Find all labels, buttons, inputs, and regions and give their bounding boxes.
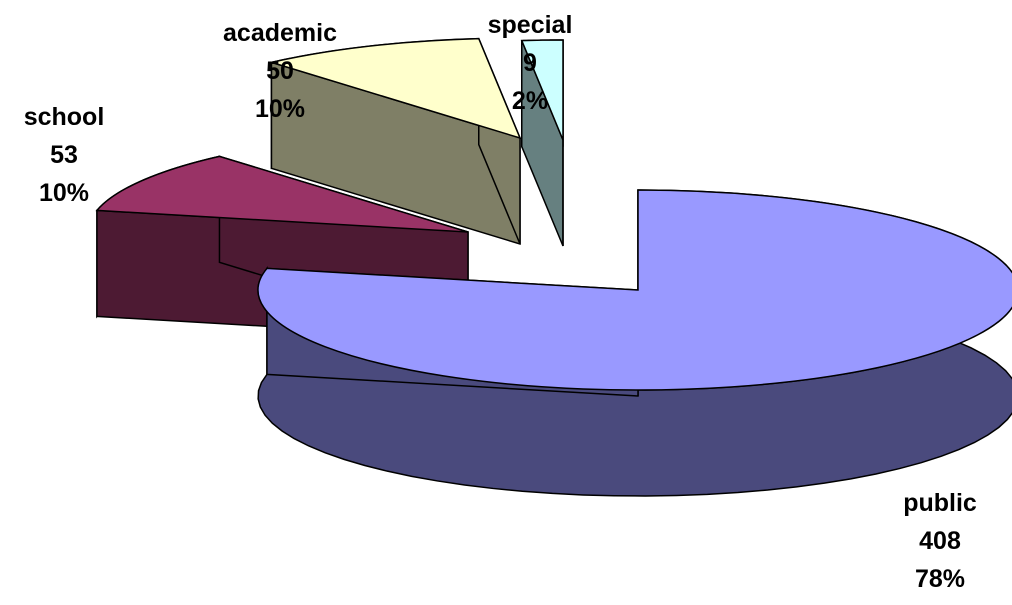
label-public-percent: 78%: [914, 565, 966, 593]
label-school-name: school: [23, 103, 105, 131]
label-special-name: special: [487, 11, 573, 39]
slice-school-top: [95, 155, 469, 233]
slice-academic: [268, 37, 522, 246]
label-special-value: 9: [523, 49, 537, 77]
label-special-percent: 2%: [511, 87, 549, 115]
pie-slices: [95, 37, 1012, 497]
label-public-value: 408: [919, 527, 961, 555]
label-school: school 53 10%: [0, 98, 144, 212]
slice-public-top: [257, 189, 1012, 391]
slice-special: [520, 39, 564, 247]
label-school-percent: 10%: [38, 179, 90, 207]
label-academic-percent: 10%: [254, 95, 306, 123]
slice-special-top: [520, 39, 564, 141]
label-special: special 9 2%: [450, 6, 610, 120]
label-academic-name: academic: [223, 19, 337, 47]
slice-public: [257, 189, 1012, 497]
label-school-value: 53: [50, 141, 78, 169]
label-public: public 408 78%: [860, 484, 1012, 598]
slice-academic-top: [268, 37, 522, 140]
label-academic: academic 50 10%: [200, 14, 360, 128]
label-public-name: public: [903, 489, 977, 517]
label-academic-value: 50: [266, 57, 294, 85]
